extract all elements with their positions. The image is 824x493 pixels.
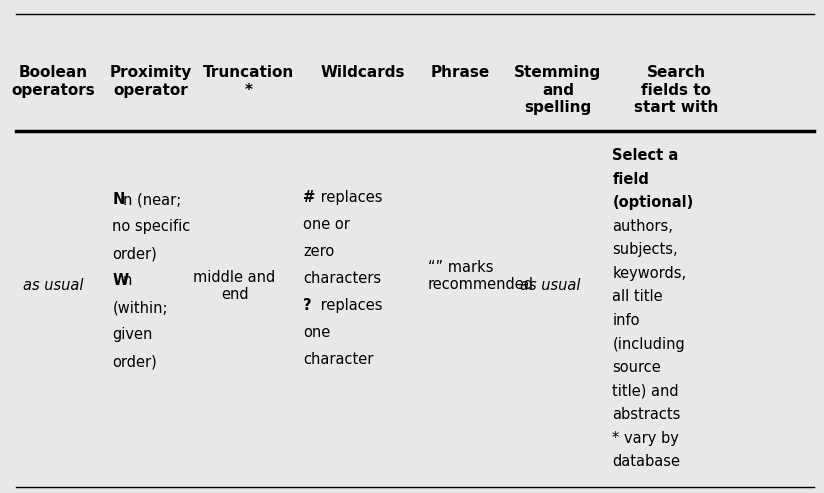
- Text: (optional): (optional): [612, 195, 694, 211]
- Text: Boolean
operators: Boolean operators: [11, 65, 95, 98]
- Text: info: info: [612, 313, 640, 328]
- Text: Select a: Select a: [612, 148, 679, 163]
- Text: n (near;: n (near;: [123, 192, 181, 208]
- Text: given: given: [112, 327, 152, 342]
- Text: replaces: replaces: [316, 190, 382, 205]
- Text: zero: zero: [303, 244, 335, 259]
- Text: ?: ?: [303, 298, 311, 313]
- Text: N: N: [112, 192, 124, 208]
- Text: middle and
end: middle and end: [194, 270, 276, 302]
- Text: keywords,: keywords,: [612, 266, 686, 281]
- Text: abstracts: abstracts: [612, 407, 681, 422]
- Text: n: n: [123, 273, 133, 288]
- Text: as usual: as usual: [519, 278, 580, 293]
- Text: Search
fields to
start with: Search fields to start with: [634, 65, 719, 115]
- Text: title) and: title) and: [612, 384, 679, 399]
- Text: source: source: [612, 360, 661, 375]
- Text: Phrase: Phrase: [431, 65, 489, 80]
- Text: authors,: authors,: [612, 219, 673, 234]
- Text: Proximity
operator: Proximity operator: [110, 65, 192, 98]
- Text: replaces: replaces: [316, 298, 382, 313]
- Text: subjects,: subjects,: [612, 243, 678, 257]
- Text: Truncation
*: Truncation *: [203, 65, 294, 98]
- Text: * vary by: * vary by: [612, 431, 679, 446]
- Text: “” marks
recommended: “” marks recommended: [428, 260, 534, 292]
- Text: Stemming
and
spelling: Stemming and spelling: [514, 65, 602, 115]
- Text: one: one: [303, 325, 330, 340]
- Text: field: field: [612, 172, 649, 187]
- Text: (within;: (within;: [112, 300, 168, 316]
- Text: as usual: as usual: [23, 278, 83, 293]
- Text: all title: all title: [612, 289, 663, 305]
- Text: database: database: [612, 454, 681, 469]
- Text: order): order): [112, 246, 157, 261]
- Text: character: character: [303, 352, 373, 367]
- Text: one or: one or: [303, 217, 350, 232]
- Text: Wildcards: Wildcards: [321, 65, 405, 80]
- Text: #: #: [303, 190, 316, 205]
- Text: characters: characters: [303, 271, 382, 286]
- Text: W: W: [112, 273, 129, 288]
- Text: no specific: no specific: [112, 219, 190, 234]
- Text: (including: (including: [612, 337, 686, 352]
- Text: order): order): [112, 354, 157, 369]
